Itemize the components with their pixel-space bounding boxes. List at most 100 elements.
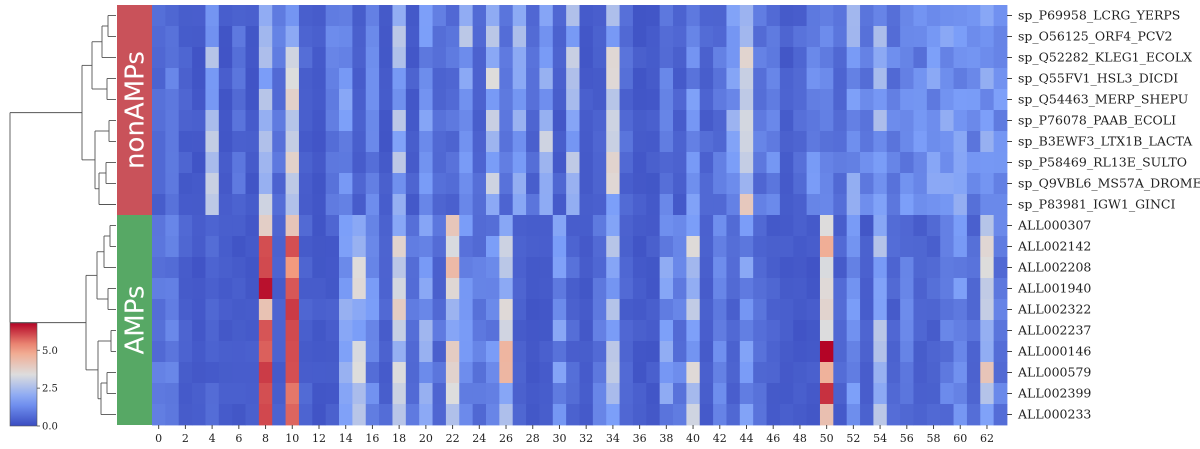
- heatmap-cell: [940, 194, 954, 216]
- heatmap-cell: [205, 236, 220, 258]
- heatmap-cell: [258, 341, 273, 363]
- heatmap-cell: [232, 341, 246, 363]
- heatmap-cell: [913, 362, 928, 384]
- heatmap-cell: [713, 257, 727, 279]
- heatmap-cell: [833, 194, 848, 216]
- heatmap-cell: [405, 26, 420, 48]
- heatmap-cell: [873, 89, 888, 111]
- heatmap-cell: [432, 68, 447, 90]
- heatmap-cell: [298, 131, 313, 153]
- heatmap-cell: [379, 383, 393, 405]
- heatmap-cell: [980, 362, 995, 384]
- heatmap-cell: [272, 152, 286, 174]
- heatmap-cell: [953, 26, 968, 48]
- heatmap-cell: [459, 215, 474, 237]
- heatmap-cell: [365, 341, 380, 363]
- heatmap-cell: [886, 173, 901, 195]
- heatmap-cell: [272, 47, 286, 69]
- heatmap-cell: [886, 320, 901, 342]
- heatmap-cell: [900, 299, 914, 321]
- heatmap-cell: [646, 404, 661, 426]
- heatmap-cell: [539, 194, 554, 216]
- heatmap-cell: [713, 404, 727, 426]
- heatmap-cell: [793, 110, 808, 132]
- heatmap-cell: [833, 236, 848, 258]
- heatmap-cell: [312, 194, 327, 216]
- heatmap-cell: [860, 89, 874, 111]
- heatmap-cell: [512, 26, 527, 48]
- heatmap-cell: [566, 404, 580, 426]
- heatmap-cell: [552, 404, 567, 426]
- heatmap-cell: [459, 341, 474, 363]
- heatmap-cell: [539, 278, 554, 300]
- heatmap-cell: [806, 236, 821, 258]
- heatmap-cell: [539, 152, 554, 174]
- heatmap-cell: [218, 278, 233, 300]
- heatmap-cell: [552, 215, 567, 237]
- heatmap-cell: [445, 404, 460, 426]
- heatmap-cell: [499, 278, 514, 300]
- heatmap-cell: [753, 89, 767, 111]
- heatmap-cell: [285, 194, 300, 216]
- heatmap-cell: [592, 236, 607, 258]
- heatmap-cell: [392, 68, 407, 90]
- heatmap-cell: [485, 110, 500, 132]
- heatmap-cell: [913, 152, 928, 174]
- heatmap-cell: [886, 383, 901, 405]
- heatmap-cell: [846, 5, 861, 27]
- heatmap-cell: [646, 320, 661, 342]
- heatmap-cell: [325, 236, 340, 258]
- heatmap-cell: [312, 257, 327, 279]
- heatmap-cell: [365, 278, 380, 300]
- heatmap-cell: [472, 110, 487, 132]
- heatmap-cell: [405, 152, 420, 174]
- heatmap-cell: [419, 404, 433, 426]
- heatmap-cell: [779, 362, 794, 384]
- heatmap-cell: [819, 47, 834, 69]
- heatmap-cell: [873, 173, 888, 195]
- heatmap-cell: [766, 299, 781, 321]
- heatmap-cell: [165, 320, 180, 342]
- heatmap-cell: [232, 236, 246, 258]
- heatmap-cell: [579, 152, 594, 174]
- heatmap-cell: [619, 26, 634, 48]
- heatmap-cell: [632, 68, 647, 90]
- heatmap-cell: [940, 299, 954, 321]
- heatmap-cell: [432, 341, 447, 363]
- heatmap-cell: [913, 341, 928, 363]
- heatmap-cell: [592, 257, 607, 279]
- heatmap-cell: [766, 320, 781, 342]
- heatmap-cell: [258, 68, 273, 90]
- heatmap-cell: [152, 278, 166, 300]
- heatmap-cell: [833, 68, 848, 90]
- heatmap-cell: [819, 131, 834, 153]
- heatmap-cell: [606, 47, 620, 69]
- heatmap-cell: [980, 320, 995, 342]
- heatmap-cell: [258, 404, 273, 426]
- heatmap-cell: [432, 110, 447, 132]
- heatmap-cell: [205, 47, 220, 69]
- heatmap-cell: [245, 89, 260, 111]
- heatmap-cell: [673, 278, 687, 300]
- heatmap-cell: [285, 278, 300, 300]
- heatmap-cell: [539, 236, 554, 258]
- heatmap-cell: [592, 26, 607, 48]
- heatmap-cell: [499, 215, 514, 237]
- heatmap-cell: [619, 110, 634, 132]
- heatmap-cell: [900, 236, 914, 258]
- heatmap-cell: [846, 26, 861, 48]
- heatmap-cell: [699, 47, 714, 69]
- heatmap-cell: [726, 194, 741, 216]
- row-label: sp_Q52282_KLEG1_ECOLX: [1018, 50, 1192, 65]
- x-tick-label: 2: [182, 432, 189, 445]
- heatmap-cell: [793, 68, 808, 90]
- heatmap-cell: [339, 299, 353, 321]
- heatmap-cell: [298, 236, 313, 258]
- heatmap-cell: [953, 110, 968, 132]
- heatmap-cell: [352, 5, 367, 27]
- heatmap-cell: [993, 194, 1008, 216]
- heatmap-cell: [379, 152, 393, 174]
- heatmap-cell: [819, 341, 834, 363]
- heatmap-cell: [592, 383, 607, 405]
